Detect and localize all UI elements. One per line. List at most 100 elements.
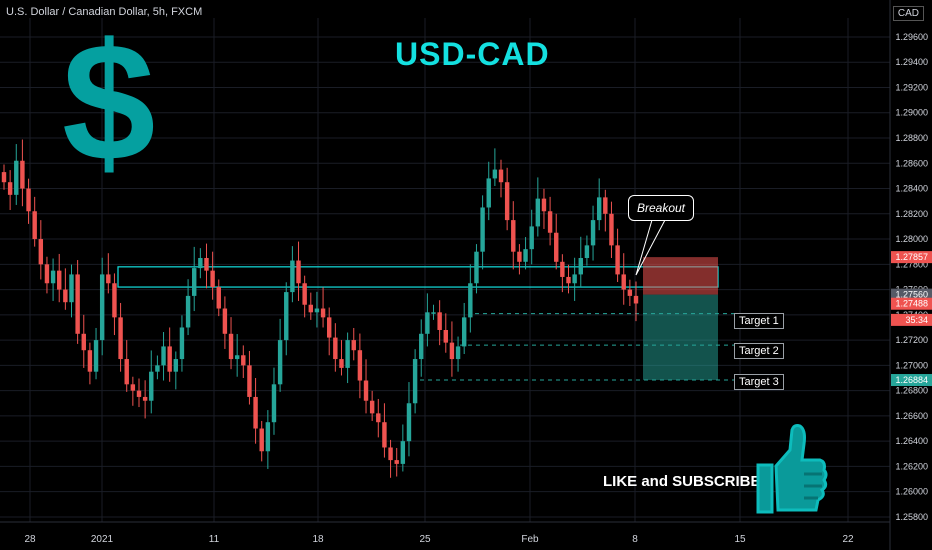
candle-body [57,270,62,290]
candle-body [50,270,56,284]
price-tick-label: 1.28600 [895,158,928,168]
target-3-label: Target 3 [734,374,784,390]
candle-body [590,220,596,246]
candle-body [247,365,252,397]
breakout-label: Breakout [628,195,694,221]
price-label: 35:34 [905,315,928,325]
chart-title: USD-CAD [395,36,550,72]
candle-body [333,337,338,360]
candle-body [535,198,541,227]
time-tick-label: 15 [734,534,746,545]
candle-body [14,160,19,195]
trade-position-box[interactable] [643,257,718,381]
candle-body [228,333,234,360]
candle-body [296,260,301,284]
candle-body [69,274,74,303]
candle-body [112,283,117,318]
callout-pointer [635,219,666,276]
thumbs-up-icon [756,424,828,514]
candle-body [38,239,44,265]
candle-body [437,312,442,330]
currency-label: CAD [892,6,924,21]
candle-body [259,428,264,452]
candle-body [234,355,240,360]
candlesticks [1,139,639,478]
time-tick-label: 11 [209,534,220,545]
price-tick-label: 1.26600 [895,411,928,421]
price-tick-label: 1.27000 [895,360,928,370]
time-tick-label: 28 [24,534,36,545]
candle-body [603,197,608,214]
price-label-bg [891,313,932,326]
price-tick-label: 1.26800 [895,386,928,396]
candle-body [382,422,387,448]
candle-body [118,317,123,360]
candle-body [529,226,534,250]
candle-body [241,355,246,366]
time-tick-label: Feb [521,534,539,545]
candle-body [357,350,363,381]
price-label-bg [891,288,932,301]
candle-body [633,295,639,304]
candle-body [615,245,620,275]
time-tick-label: 22 [842,534,854,545]
time-tick-label: 8 [632,534,638,545]
price-axis-bg [890,0,932,550]
candle-body [320,308,326,318]
candle-body [621,274,626,290]
price-tick-label: 1.28000 [895,234,928,244]
candle-body [167,346,172,372]
candle-body [32,211,37,240]
candle-body [155,365,160,372]
candle-body [142,396,148,401]
time-axis[interactable]: 28 2021 11 18 25 Feb 8 15 22 [0,521,890,545]
candle-body [431,312,436,314]
candle-body [547,211,553,233]
candle-body [44,264,50,284]
candle-body [75,274,80,334]
candle-body [326,317,332,338]
candle-body [198,258,203,269]
price-tick-label: 1.29600 [895,32,928,42]
price-tick-label: 1.27200 [895,335,928,345]
candle-body [419,333,424,360]
price-tick-label: 1.28800 [895,133,928,143]
price-tick-label: 1.28400 [895,184,928,194]
candle-body [149,371,154,401]
candle-body [277,340,283,385]
candle-body [461,317,467,347]
candle-body [455,346,461,360]
candle-body [369,400,375,414]
candle-body [498,169,504,183]
candle-body [271,384,277,423]
candle-body [596,197,602,221]
candle-body [351,340,356,351]
candle-body [173,359,179,372]
price-label: 1.27857 [895,252,928,262]
candle-body [124,359,129,385]
candle-body [517,251,522,262]
price-axis[interactable]: 1.29600 1.29400 1.29200 1.29000 1.28800 1.286… [889,0,932,550]
candle-body [302,283,307,305]
candle-body [412,359,418,404]
price-tick-label: 1.25800 [895,512,928,522]
candle-body [486,178,491,208]
candle-body [222,308,228,334]
candle-body [265,422,271,452]
symbol-info[interactable]: U.S. Dollar / Canadian Dollar, 5h, FXCM [6,6,203,18]
price-label-bg [891,297,932,310]
candle-body [443,330,448,343]
candle-body [210,270,215,288]
dollar-sign-icon: $ [62,8,156,196]
candle-body [425,312,430,334]
candle-body [284,292,289,341]
candle-body [492,169,498,179]
candle-body [26,188,31,212]
candle-body [578,258,583,275]
candle-body [253,396,258,429]
take-profit-zone [643,294,718,381]
price-label: 1.27560 [895,290,928,300]
candle-body [161,346,166,366]
candle-body [130,384,136,391]
